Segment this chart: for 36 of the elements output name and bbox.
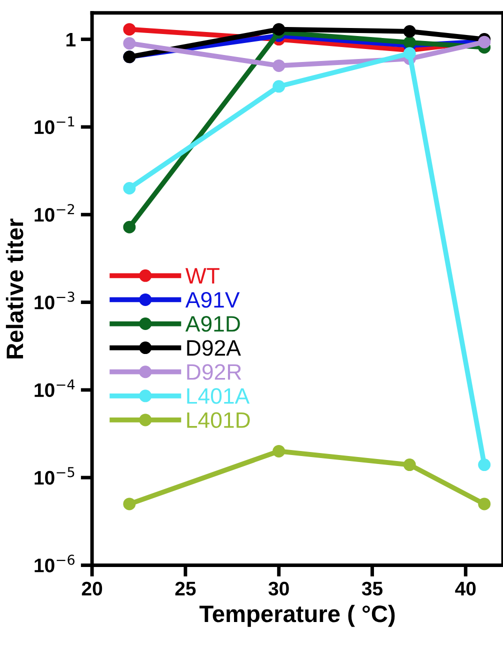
point <box>478 458 491 472</box>
y-tick-label: 10$^{−2}$ <box>34 204 74 222</box>
legend-label: A91D <box>185 316 240 332</box>
y-tick-label: 1 <box>66 32 76 46</box>
x-axis-title: Temperature ( °C) <box>199 604 395 627</box>
point <box>123 182 136 194</box>
x-tick-label: 40 <box>455 582 476 596</box>
point <box>272 444 286 458</box>
legend-label: A91V <box>185 292 240 308</box>
legend-label: D92R <box>187 364 242 380</box>
point <box>478 498 491 510</box>
x-tick-label: 20 <box>82 582 102 596</box>
point <box>123 23 136 36</box>
point <box>272 80 286 93</box>
y-tick-label: 10$^{−3}$ <box>34 292 74 310</box>
point <box>403 36 416 49</box>
legend-label: D92A <box>187 340 241 356</box>
y-axis-title: Relative titer <box>6 218 24 358</box>
y-tick-label: 10$^{−4}$ <box>34 379 75 398</box>
legend-label: WT <box>185 268 220 284</box>
y-tick-label: 10$^{−1}$ <box>34 116 74 134</box>
point <box>123 220 136 234</box>
x-tick-label: 30 <box>268 582 289 596</box>
point <box>403 47 416 60</box>
point <box>123 498 136 510</box>
y-tick-label: 10$^{−5}$ <box>34 467 74 485</box>
x-tick-label: 35 <box>362 582 383 596</box>
point <box>272 23 286 36</box>
point <box>403 458 416 472</box>
legend-label: L401D <box>187 412 250 428</box>
legend-label: L401A <box>187 388 250 404</box>
x-tick-label: 25 <box>175 582 196 596</box>
point <box>272 59 286 72</box>
point <box>403 25 416 38</box>
point <box>123 37 136 50</box>
y-tick-label: 10$^{−6}$ <box>34 554 75 572</box>
